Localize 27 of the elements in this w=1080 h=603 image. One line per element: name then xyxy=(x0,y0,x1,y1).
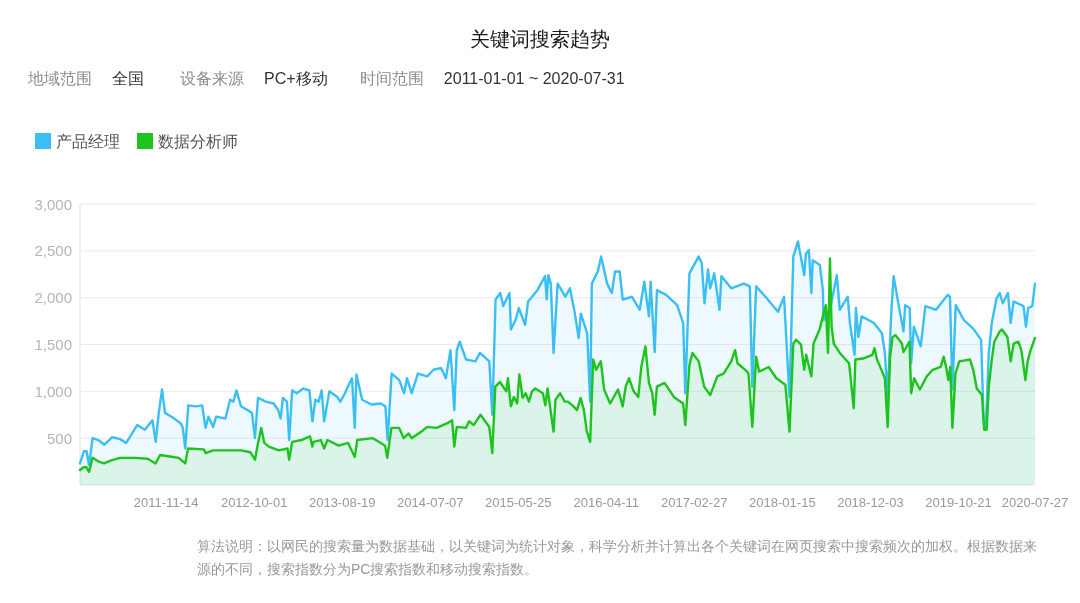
x-tick-label: 2019-10-21 xyxy=(925,495,992,510)
y-tick-label: 2,000 xyxy=(34,289,72,307)
text: 时间范围 xyxy=(359,70,424,87)
y-tick-label: 2,500 xyxy=(34,242,72,260)
text: 全国 xyxy=(112,70,144,87)
text: PC+移动 xyxy=(264,70,328,87)
y-tick-label: 1,500 xyxy=(34,336,72,353)
text: 设备来源 xyxy=(180,70,244,87)
x-tick-label: 2018-01-15 xyxy=(749,495,816,510)
y-tick-label: 500 xyxy=(46,429,72,447)
chart-title: 关键词搜索趋势 xyxy=(470,28,610,50)
x-tick-label: 2013-08-19 xyxy=(308,495,376,510)
x-tick-label: 2011-11-14 xyxy=(133,495,199,510)
y-tick-label: 1,000 xyxy=(34,382,72,400)
x-tick-label: 2018-12-03 xyxy=(837,495,904,510)
x-tick-label: 2016-04-11 xyxy=(573,495,640,510)
y-tick-label: 3,000 xyxy=(34,195,72,213)
x-tick-label: 2020-07-27 xyxy=(1001,495,1069,510)
x-tick-label: 2014-07-07 xyxy=(396,495,464,510)
x-tick-label: 2012-10-01 xyxy=(220,495,288,510)
legend-label: 数据分析师 xyxy=(158,132,238,150)
x-tick-label: 2015-05-25 xyxy=(485,495,552,510)
text: 2011-01-01 ~ 2020-07-31 xyxy=(443,70,625,87)
text: 地域范围 xyxy=(27,70,92,87)
legend-label: 产品经理 xyxy=(56,132,120,150)
text: 算法说明：以网民的搜索量为数据基础，以关键词为统计对象，科学分析并计算出各个关键词在网页搜索中搜索频次的加权。根据数据来源的不同，搜索指数分为PC搜索指数和移动搜索指数。 xyxy=(197,538,1037,577)
x-tick-label: 2017-02-27 xyxy=(661,495,728,510)
